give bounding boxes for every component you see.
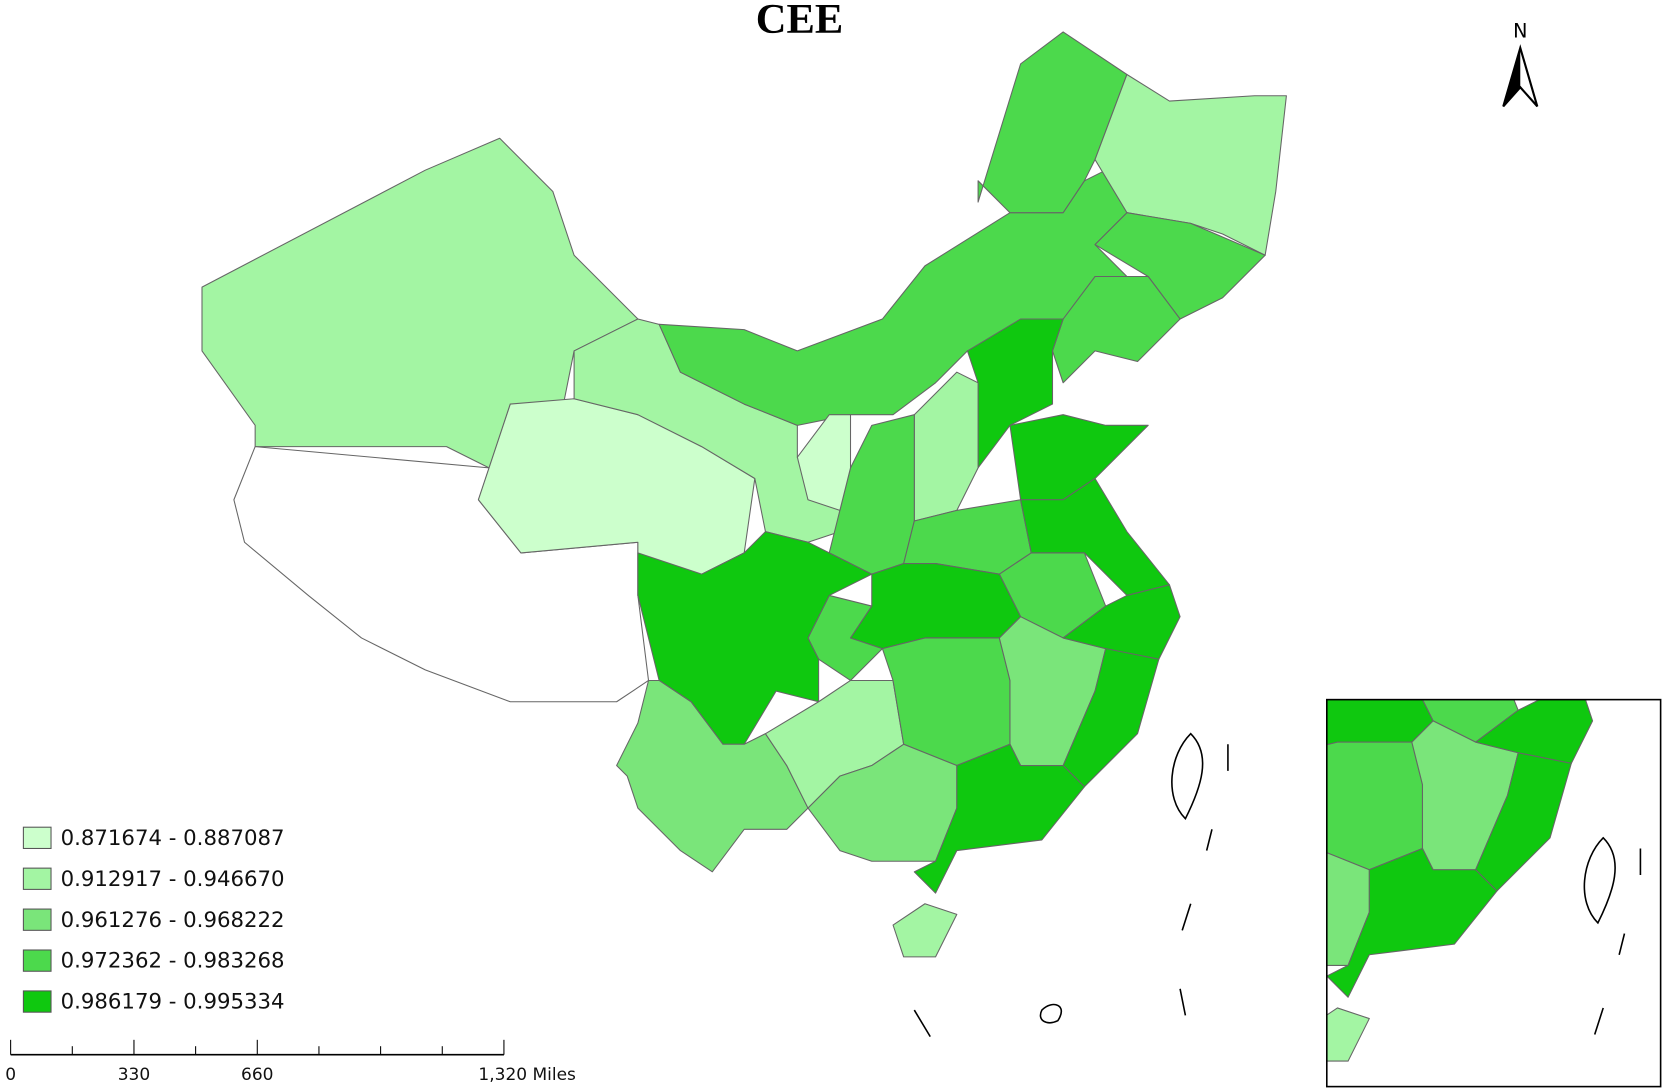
inset-frame bbox=[1325, 698, 1662, 1088]
legend-label: 0.961276 - 0.968222 bbox=[61, 908, 285, 933]
legend-swatch bbox=[22, 949, 52, 972]
scale-label: 0 bbox=[5, 1065, 16, 1085]
scale-label: 330 bbox=[118, 1065, 150, 1085]
legend-label: 0.972362 - 0.983268 bbox=[61, 949, 285, 974]
north-arrow: N bbox=[1502, 19, 1539, 108]
map-title: CEE bbox=[756, 0, 843, 43]
scale-label: 1,320 Miles bbox=[478, 1065, 576, 1085]
legend-swatch bbox=[22, 867, 52, 890]
legend-swatch bbox=[22, 990, 52, 1013]
legend-swatch bbox=[22, 908, 52, 931]
main-map bbox=[201, 31, 1288, 1038]
north-label: N bbox=[1513, 19, 1527, 42]
north-arrow-half bbox=[1503, 47, 1521, 107]
legend-label: 0.986179 - 0.995334 bbox=[61, 990, 285, 1015]
legend-label: 0.871674 - 0.887087 bbox=[61, 826, 285, 851]
scale-label: 660 bbox=[241, 1065, 273, 1085]
legend: 0.871674 - 0.887087 0.912917 - 0.946670 0.… bbox=[22, 826, 285, 1015]
scale-bar: 0 330 660 1,320 Miles bbox=[5, 1039, 576, 1085]
inset bbox=[1325, 698, 1662, 1088]
legend-swatch bbox=[22, 826, 52, 849]
legend-label: 0.912917 - 0.946670 bbox=[61, 867, 285, 892]
